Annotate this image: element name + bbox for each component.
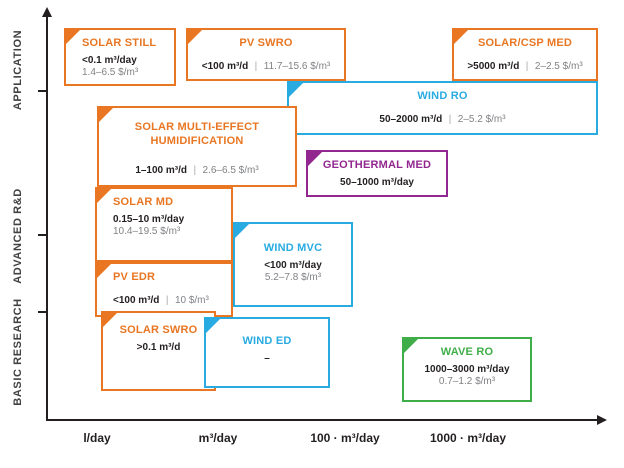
capacity-value: 1000–3000 m³/day [424, 363, 510, 375]
tech-name: SOLAR/CSP MED [477, 37, 573, 49]
x-axis-tick-label-100m3day: 100 · m³/day [310, 431, 380, 445]
tech-specs: <100 m³/d | 10 $/m³ [113, 288, 227, 310]
cost-value: 10.4–19.5 $/m³ [113, 226, 181, 238]
tech-name: SOLAR MULTI-EFFECT HUMIDIFICATION [134, 121, 260, 147]
capacity-value: <100 m³/day [264, 259, 322, 271]
tech-box-pv-swro: PV SWRO <100 m³/d | 11.7–15.6 $/m³ [186, 28, 346, 81]
tech-box-solar-csp-med: SOLAR/CSP MED >5000 m³/d | 2–2.5 $/m³ [452, 28, 598, 81]
tech-box-wind-ed: WIND ED – [204, 317, 330, 388]
cost-value: 2–5.2 $/m³ [457, 113, 506, 125]
separator: | [448, 113, 452, 125]
fold-corner-icon [99, 108, 113, 122]
x-axis-line [46, 419, 598, 421]
capacity-value: <100 m³/d [113, 294, 160, 306]
tech-name: SOLAR MD [113, 196, 174, 208]
tech-box-solar-still: SOLAR STILL <0.1 m³/day 1.4–6.5 $/m³ [64, 28, 176, 86]
tech-name: SOLAR STILL [82, 37, 157, 49]
capacity-value: <0.1 m³/day [82, 54, 137, 66]
tech-specs: <100 m³/d | 11.7–15.6 $/m³ [192, 54, 340, 76]
tech-name: SOLAR SWRO [119, 324, 198, 336]
tech-name: PV SWRO [239, 37, 293, 49]
cost-value: 11.7–15.6 $/m³ [263, 60, 331, 72]
separator: | [525, 60, 529, 72]
tech-name: WIND RO [417, 90, 468, 102]
cost-value: 2–2.5 $/m³ [534, 60, 583, 72]
y-axis-tick [38, 234, 46, 236]
x-axis-tick-label-m3day: m³/day [198, 431, 238, 445]
cost-value: 10 $/m³ [174, 294, 209, 306]
x-axis-tick-label-lday: l/day [83, 431, 111, 445]
capacity-value: 50–1000 m³/day [340, 176, 414, 188]
capacity-value: 0.15–10 m³/day [113, 213, 185, 225]
tech-box-geothermal-med: GEOTHERMAL MED 50–1000 m³/day [306, 150, 448, 197]
separator: | [165, 294, 169, 306]
y-axis-tick [38, 90, 46, 92]
capacity-value: >5000 m³/d [467, 60, 520, 72]
separator: | [193, 164, 197, 176]
tech-name: GEOTHERMAL MED [322, 159, 432, 171]
fold-corner-icon [97, 264, 111, 278]
separator: | [254, 60, 258, 72]
y-axis-tick [38, 311, 46, 313]
cost-value: 2.6–6.5 $/m³ [202, 164, 259, 176]
fold-corner-icon [66, 30, 80, 44]
y-axis-label-basic-research: BASIC RESEARCH [12, 298, 24, 406]
tech-specs: 50–2000 m³/d | 2–5.2 $/m³ [293, 107, 592, 129]
x-axis-tick-label-1000m3day: 1000 · m³/day [429, 431, 507, 445]
tech-name: PV EDR [113, 271, 156, 283]
tech-box-solar-md: SOLAR MD 0.15–10 m³/day 10.4–19.5 $/m³ [95, 187, 233, 262]
tech-box-pv-edr: PV EDR <100 m³/d | 10 $/m³ [95, 262, 233, 317]
cost-value: 0.7–1.2 $/m³ [438, 376, 496, 388]
tech-box-solar-multi-effect-humidification: SOLAR MULTI-EFFECT HUMIDIFICATION 1–100 … [97, 106, 297, 187]
cost-value: 5.2–7.8 $/m³ [264, 272, 322, 284]
tech-name: WIND ED [242, 335, 292, 348]
y-axis-line [46, 16, 48, 420]
tech-box-wave-ro: WAVE RO 1000–3000 m³/day 0.7–1.2 $/m³ [402, 337, 532, 402]
tech-box-wind-mvc: WIND MVC <100 m³/day 5.2–7.8 $/m³ [233, 222, 353, 307]
y-axis-label-application: APPLICATION [12, 29, 24, 111]
fold-corner-icon [235, 224, 249, 238]
tech-name: WIND MVC [263, 241, 323, 254]
y-axis-arrow-icon [42, 7, 52, 17]
tech-box-wind-ro: WIND RO 50–2000 m³/d | 2–5.2 $/m³ [287, 81, 598, 135]
y-axis-label-advanced-rd: ADVANCED R&D [12, 188, 24, 284]
capacity-value: >0.1 m³/d [136, 341, 181, 353]
cost-value: 1.4–6.5 $/m³ [82, 67, 139, 79]
fold-corner-icon [206, 319, 220, 333]
tech-name: WAVE RO [440, 346, 494, 358]
tech-specs: >5000 m³/d | 2–2.5 $/m³ [458, 54, 592, 76]
fold-corner-icon [97, 189, 111, 203]
tech-specs: 1–100 m³/d | 2.6–6.5 $/m³ [103, 158, 291, 180]
capacity-value: <100 m³/d [201, 60, 249, 72]
capacity-value: 50–2000 m³/d [379, 113, 443, 125]
tech-box-solar-swro: SOLAR SWRO >0.1 m³/d [101, 311, 216, 391]
capacity-value: – [264, 353, 270, 365]
x-axis-arrow-icon [597, 415, 607, 425]
capacity-value: 1–100 m³/d [135, 164, 188, 176]
